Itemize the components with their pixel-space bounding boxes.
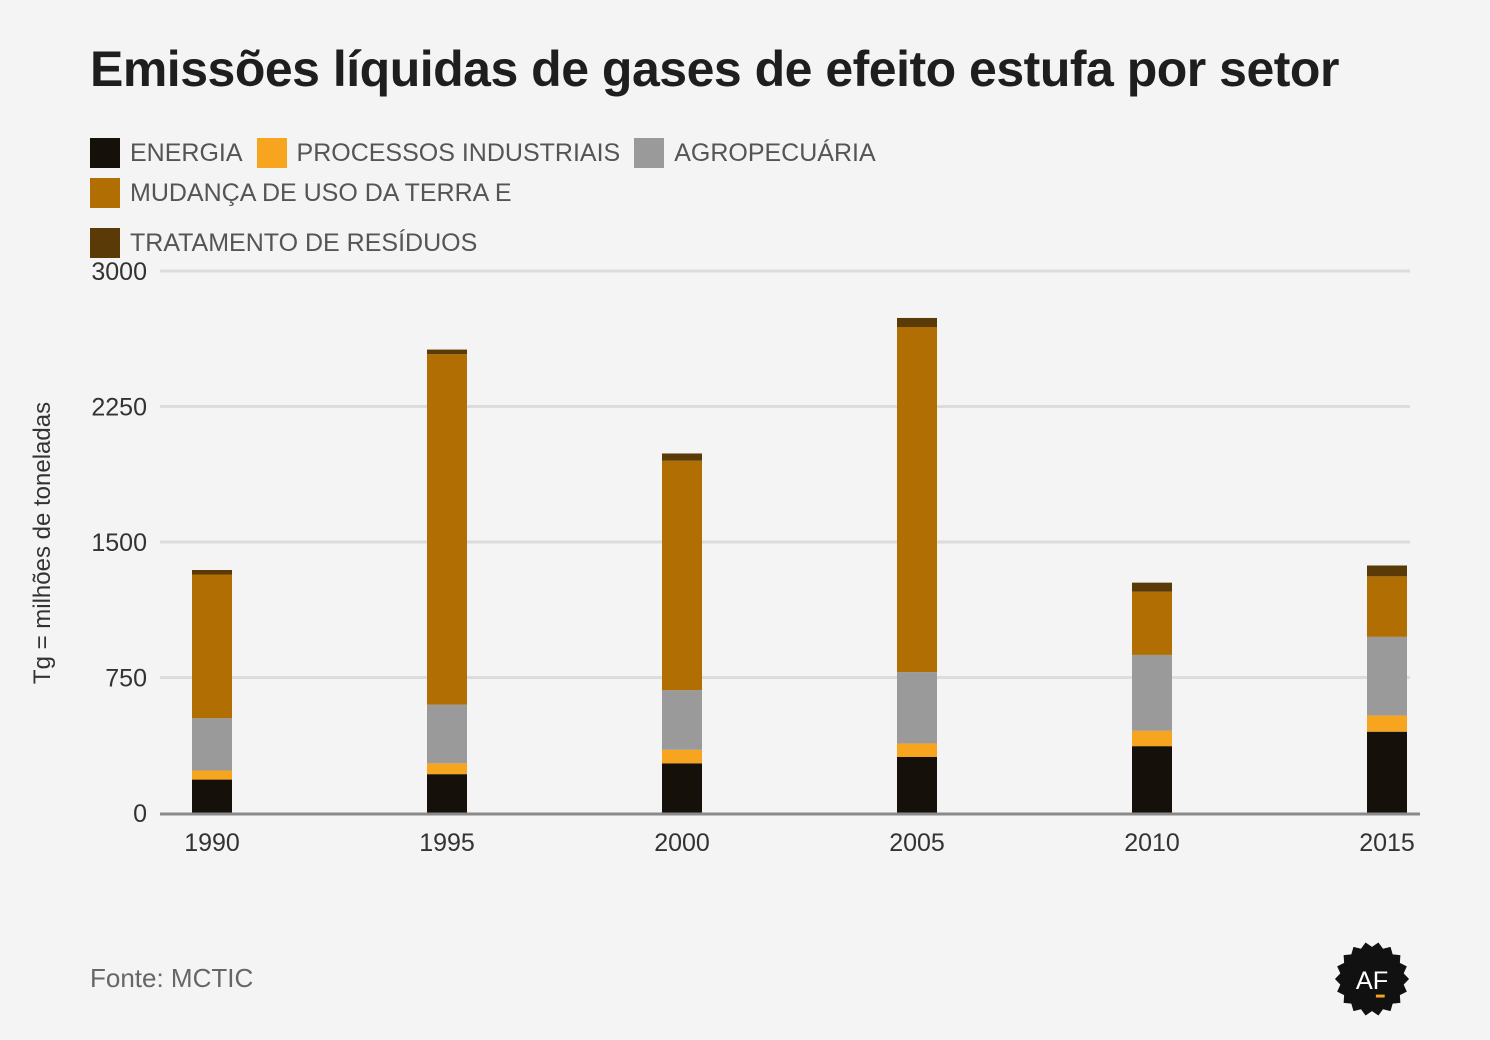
legend-item-agropecuaria: AGROPECUÁRIA bbox=[634, 138, 876, 168]
legend-swatch bbox=[90, 228, 120, 258]
bar-2005-energia bbox=[897, 756, 937, 813]
y-tick-label: 3000 bbox=[91, 258, 147, 286]
bar-1995-agropecuaria bbox=[427, 704, 467, 764]
bar-2000-mudanca-de-uso-da-terra-e bbox=[662, 460, 702, 691]
bar-2015-tratamento-de-residuos bbox=[1367, 565, 1407, 577]
y-tick-label: 2250 bbox=[91, 394, 147, 422]
bar-2015-mudanca-de-uso-da-terra-e bbox=[1367, 576, 1407, 637]
legend-label: ENERGIA bbox=[130, 138, 243, 167]
source-note: Fonte: MCTIC bbox=[90, 963, 254, 993]
legend-item-mudanca-de-uso-da-terra-e: MUDANÇA DE USO DA TERRA E bbox=[90, 178, 512, 208]
legend-label: TRATAMENTO DE RESÍDUOS bbox=[130, 228, 478, 257]
bar-2010-energia bbox=[1132, 746, 1172, 813]
legend: ENERGIA PROCESSOS INDUSTRIAIS AGROPECUÁRIA… bbox=[90, 138, 1290, 258]
logo-text: AF bbox=[1356, 967, 1388, 995]
legend-label: AGROPECUÁRIA bbox=[674, 138, 876, 167]
legend-item-tratamento-de-residuos: TRATAMENTO DE RESÍDUOS bbox=[90, 228, 477, 258]
legend-swatch bbox=[256, 138, 287, 168]
legend-label: PROCESSOS INDUSTRIAIS bbox=[296, 138, 621, 167]
bar-2000-energia bbox=[662, 763, 702, 813]
bar-2015-processos-industriais bbox=[1367, 715, 1407, 732]
legend-item-processos-industriais: PROCESSOS INDUSTRIAIS bbox=[256, 138, 621, 168]
x-tick-label: 2015 bbox=[1359, 829, 1415, 857]
bar-2005-mudanca-de-uso-da-terra-e bbox=[897, 327, 937, 673]
legend-swatch bbox=[634, 138, 665, 168]
bar-1995-energia bbox=[427, 774, 467, 813]
bar-2010-mudanca-de-uso-da-terra-e bbox=[1132, 591, 1172, 655]
bar-1990-energia bbox=[192, 779, 232, 813]
x-tick-label: 2010 bbox=[1124, 829, 1180, 857]
y-tick-label: 1500 bbox=[91, 529, 147, 557]
bar-1990-mudanca-de-uso-da-terra-e bbox=[192, 574, 232, 719]
y-tick-label: 750 bbox=[105, 665, 147, 693]
x-tick-label: 1990 bbox=[184, 829, 240, 857]
y-tick-label: 0 bbox=[133, 800, 147, 828]
bar-1995-mudanca-de-uso-da-terra-e bbox=[427, 354, 467, 705]
chart-title: Emissões líquidas de gases de efeito est… bbox=[90, 41, 1339, 97]
af-badge-icon: AF bbox=[1334, 942, 1410, 1016]
bar-1995-processos-industriais bbox=[427, 763, 467, 775]
x-tick-label: 2005 bbox=[889, 829, 945, 857]
bar-2005-tratamento-de-residuos bbox=[897, 317, 937, 328]
legend-item-energia: ENERGIA bbox=[90, 138, 243, 168]
legend-label: MUDANÇA DE USO DA TERRA E bbox=[130, 178, 512, 207]
x-tick-label: 2000 bbox=[654, 829, 710, 857]
bar-2000-tratamento-de-residuos bbox=[662, 453, 702, 461]
bar-1990-agropecuaria bbox=[192, 718, 232, 771]
bar-1990-processos-industriais bbox=[192, 770, 232, 780]
legend-swatch bbox=[90, 138, 120, 168]
bar-2010-processos-industriais bbox=[1132, 730, 1172, 747]
bar-2015-agropecuaria bbox=[1367, 636, 1407, 716]
bar-2015-energia bbox=[1367, 731, 1407, 813]
bar-2005-processos-industriais bbox=[897, 743, 937, 757]
x-tick-label: 1995 bbox=[419, 829, 475, 857]
bar-2010-agropecuaria bbox=[1132, 654, 1172, 731]
bar-1990-tratamento-de-residuos bbox=[192, 570, 232, 575]
bar-2005-agropecuaria bbox=[897, 672, 937, 744]
bar-2000-processos-industriais bbox=[662, 749, 702, 764]
legend-swatch bbox=[90, 178, 120, 208]
bar-2010-tratamento-de-residuos bbox=[1132, 582, 1172, 592]
bar-1995-tratamento-de-residuos bbox=[427, 349, 467, 355]
bar-2000-agropecuaria bbox=[662, 690, 702, 750]
y-axis-title: Tg = milhões de toneladas bbox=[29, 402, 56, 684]
